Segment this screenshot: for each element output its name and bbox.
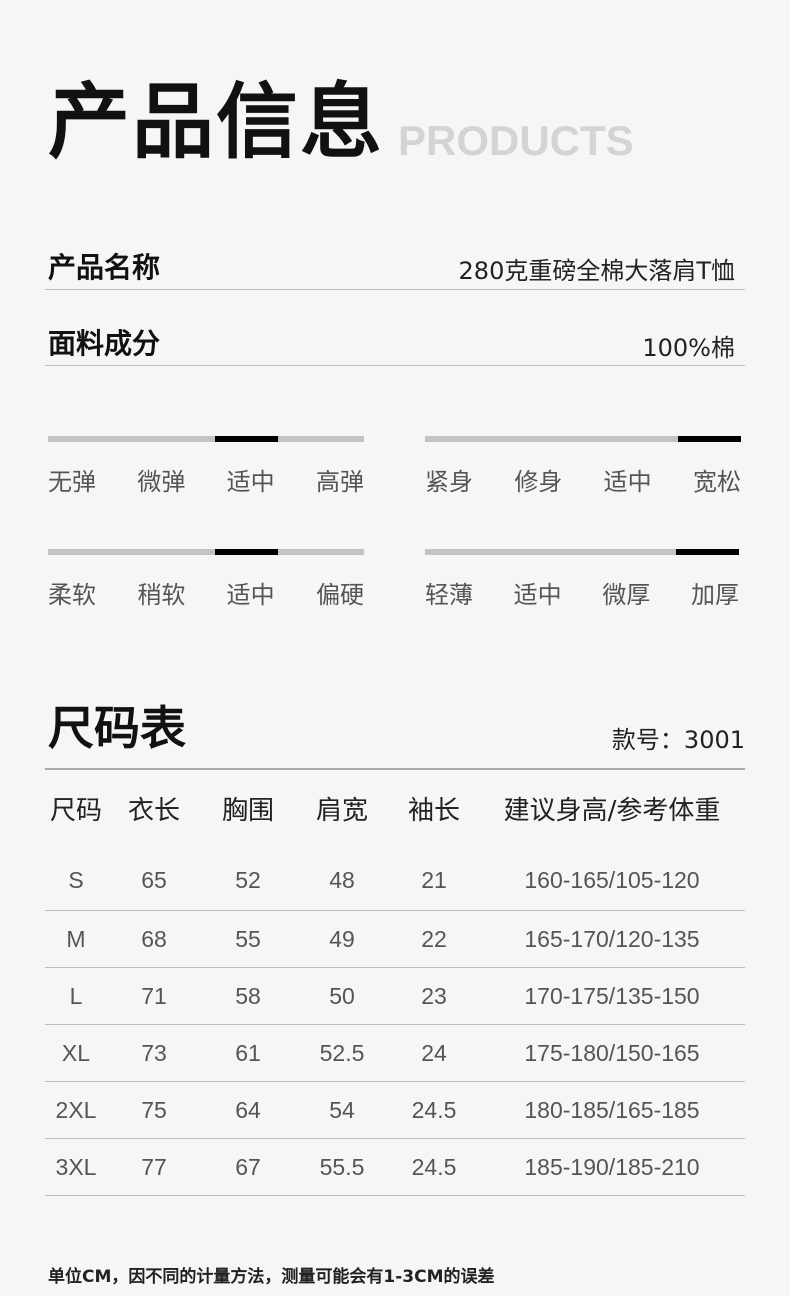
scale-option: 适中	[603, 468, 652, 496]
scale-options: 柔软 稍软 适中 偏硬	[48, 575, 364, 610]
scale-option: 无弹	[48, 468, 96, 496]
scale-option: 加厚	[690, 581, 739, 609]
thickness-scale: 轻薄 适中 微厚 加厚	[425, 549, 739, 610]
table-cell: 55	[201, 910, 295, 968]
table-cell: 49	[295, 910, 389, 968]
scale-option: 微弹	[137, 468, 186, 496]
product-name-value: 280克重磅全棉大落肩T恤	[458, 257, 735, 285]
page-title: 产品信息	[48, 75, 385, 170]
table-cell: 61	[201, 1024, 295, 1082]
column-header: 尺码	[49, 796, 102, 826]
table-cell: 73	[107, 1024, 201, 1082]
page-subtitle-en: PRODUCTS	[398, 117, 634, 164]
scale-option: 适中	[226, 468, 275, 496]
table-cell: M	[45, 910, 107, 968]
table-cell: 2XL	[45, 1081, 107, 1139]
table-row: 2XL 75 64 54 24.5 180-185/165-185	[45, 1081, 745, 1139]
scale-option: 宽松	[692, 468, 741, 496]
table-cell: 54	[295, 1081, 389, 1139]
table-cell: L	[45, 967, 107, 1025]
scale-options: 紧身 修身 适中 宽松	[425, 462, 741, 497]
table-cell: 160-165/105-120	[479, 850, 745, 911]
table-cell: 71	[107, 967, 201, 1025]
table-cell: 3XL	[45, 1138, 107, 1196]
table-cell: 55.5	[295, 1138, 389, 1196]
table-row: XL 73 61 52.5 24 175-180/150-165	[45, 1024, 745, 1082]
table-cell: 68	[107, 910, 201, 968]
scale-indicator	[678, 436, 741, 442]
table-cell: 175-180/150-165	[479, 1024, 745, 1082]
scale-track	[48, 549, 364, 555]
softness-scale: 柔软 稍软 适中 偏硬	[48, 549, 364, 610]
table-cell: 24.5	[389, 1081, 479, 1139]
scale-option: 微厚	[602, 581, 651, 609]
table-cell: 23	[389, 967, 479, 1025]
style-number: 款号：3001	[611, 726, 745, 754]
table-cell: 24.5	[389, 1138, 479, 1196]
divider	[45, 365, 745, 366]
table-row: M 68 55 49 22 165-170/120-135	[45, 910, 745, 968]
divider	[45, 289, 745, 290]
table-cell: 52	[201, 850, 295, 911]
scale-option: 适中	[226, 581, 275, 609]
table-cell: 180-185/165-185	[479, 1081, 745, 1139]
column-header: 胸围	[221, 796, 274, 826]
size-table: 尺码 衣长 胸围 肩宽 袖长 建议身高/参考体重 S 65 52 48 21 160-165/105…	[45, 790, 745, 1196]
table-cell: 21	[389, 850, 479, 911]
scale-track	[48, 436, 364, 442]
table-cell: S	[45, 850, 107, 911]
scale-option: 适中	[513, 581, 562, 609]
table-cell: 77	[107, 1138, 201, 1196]
column-header: 建议身高/参考体重	[503, 796, 721, 826]
table-cell: 185-190/185-210	[479, 1138, 745, 1196]
table-cell: 52.5	[295, 1024, 389, 1082]
table-row: S 65 52 48 21 160-165/105-120	[45, 850, 745, 911]
table-cell: 24	[389, 1024, 479, 1082]
table-cell: 67	[201, 1138, 295, 1196]
table-cell: 65	[107, 850, 201, 911]
fabric-label: 面料成分	[48, 327, 161, 360]
scale-option: 高弹	[315, 468, 364, 496]
product-name-label: 产品名称	[48, 251, 161, 284]
elasticity-scale: 无弹 微弹 适中 高弹	[48, 436, 364, 497]
table-cell: 165-170/120-135	[479, 910, 745, 968]
scale-options: 无弹 微弹 适中 高弹	[48, 462, 364, 497]
scale-option: 稍软	[137, 581, 186, 609]
scale-track	[425, 549, 739, 555]
scale-indicator	[215, 549, 278, 555]
table-cell: 50	[295, 967, 389, 1025]
fabric-value: 100%棉	[642, 334, 735, 362]
table-cell: 64	[201, 1081, 295, 1139]
table-header-row: 尺码 衣长 胸围 肩宽 袖长 建议身高/参考体重	[45, 790, 745, 850]
table-cell: 75	[107, 1081, 201, 1139]
column-header: 衣长	[127, 796, 180, 826]
scale-option: 紧身	[425, 468, 473, 496]
scale-options: 轻薄 适中 微厚 加厚	[425, 575, 739, 610]
table-cell: XL	[45, 1024, 107, 1082]
divider	[45, 768, 745, 770]
table-cell: 48	[295, 850, 389, 911]
table-cell: 22	[389, 910, 479, 968]
table-cell: 170-175/135-150	[479, 967, 745, 1025]
column-header: 袖长	[407, 796, 460, 826]
size-chart-title: 尺码表	[48, 701, 186, 755]
table-row: 3XL 77 67 55.5 24.5 185-190/185-210	[45, 1138, 745, 1196]
scale-option: 柔软	[48, 581, 96, 609]
table-row: L 71 58 50 23 170-175/135-150	[45, 967, 745, 1025]
measurement-note: 单位CM，因不同的计量方法，测量可能会有1-3CM的误差	[48, 1267, 495, 1287]
fit-scale: 紧身 修身 适中 宽松	[425, 436, 741, 497]
table-cell: 58	[201, 967, 295, 1025]
scale-option: 偏硬	[315, 581, 364, 609]
scale-indicator	[676, 549, 739, 555]
scale-option: 修身	[514, 468, 563, 496]
scale-indicator	[215, 436, 278, 442]
scale-option: 轻薄	[425, 581, 473, 609]
column-header: 肩宽	[315, 796, 368, 826]
scale-track	[425, 436, 741, 442]
